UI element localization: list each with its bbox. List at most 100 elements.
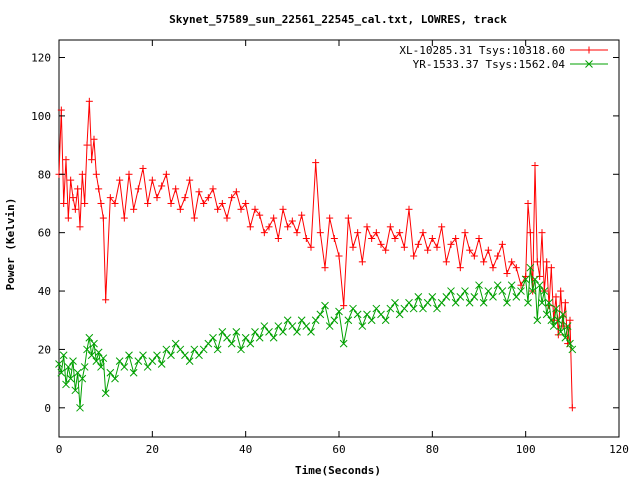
- data-point: [251, 328, 259, 336]
- data-point: [363, 223, 371, 231]
- y-axis-label: Power (Kelvin): [4, 198, 17, 291]
- data-point: [293, 229, 301, 237]
- data-point: [533, 258, 541, 266]
- data-point: [251, 205, 259, 213]
- data-point: [80, 363, 89, 371]
- data-point: [340, 302, 348, 310]
- data-point: [517, 287, 525, 295]
- data-point: [535, 281, 544, 290]
- data-point: [311, 316, 320, 325]
- data-point: [386, 223, 394, 231]
- data-point: [410, 252, 418, 260]
- data-point: [461, 229, 469, 237]
- data-point: [493, 281, 502, 290]
- data-point: [437, 298, 446, 307]
- x-tick-label: 80: [426, 443, 439, 456]
- plot-frame: [58, 39, 620, 438]
- series-line-1: [58, 267, 573, 408]
- data-point: [139, 164, 147, 172]
- data-point: [531, 162, 539, 170]
- data-point: [92, 170, 100, 178]
- data-point: [344, 316, 353, 325]
- data-point: [90, 339, 98, 348]
- data-point: [475, 235, 483, 242]
- data-point: [76, 403, 84, 412]
- data-point: [554, 316, 563, 325]
- data-point: [354, 229, 362, 237]
- data-point: [512, 293, 521, 301]
- data-point: [428, 235, 436, 242]
- data-point: [475, 281, 483, 290]
- data-point: [283, 316, 292, 325]
- data-point: [111, 374, 119, 383]
- x-axis-label: Time(Seconds): [295, 464, 381, 477]
- data-point: [288, 322, 297, 330]
- data-point: [288, 217, 296, 225]
- data-point: [508, 258, 516, 266]
- data-point: [307, 328, 315, 336]
- data-point: [64, 214, 72, 222]
- data-point: [190, 214, 198, 222]
- data-point: [563, 322, 572, 330]
- data-point: [181, 351, 189, 360]
- data-point: [181, 194, 189, 202]
- x-tick-label: 0: [56, 443, 63, 456]
- x-tick-label: 40: [239, 443, 252, 456]
- data-point: [484, 287, 493, 295]
- data-point: [162, 345, 171, 354]
- data-point: [372, 229, 380, 237]
- data-point: [396, 229, 404, 237]
- data-point: [559, 310, 567, 319]
- data-point: [227, 339, 236, 348]
- data-point: [526, 229, 534, 237]
- data-point: [363, 310, 371, 319]
- data-point: [92, 357, 101, 365]
- data-point: [433, 304, 441, 313]
- data-point: [218, 328, 227, 336]
- data-point: [232, 328, 241, 336]
- data-point: [545, 298, 553, 307]
- data-point: [559, 322, 567, 330]
- data-point: [265, 328, 273, 336]
- data-point: [81, 199, 89, 207]
- data-point: [442, 258, 450, 266]
- data-point: [302, 322, 311, 330]
- data-point: [321, 264, 329, 272]
- data-point: [102, 296, 110, 304]
- data-point: [237, 205, 245, 213]
- data-point: [335, 307, 343, 316]
- series-line-0: [58, 101, 573, 408]
- data-point: [353, 310, 362, 319]
- data-point: [556, 328, 565, 336]
- x-tick-label: 60: [332, 443, 345, 456]
- data-point: [176, 345, 185, 354]
- x-tick-label: 20: [146, 443, 159, 456]
- data-point: [381, 316, 390, 325]
- data-point: [195, 188, 203, 196]
- data-point: [171, 339, 180, 348]
- data-point: [57, 368, 66, 377]
- data-point: [232, 188, 240, 196]
- data-point: [78, 170, 86, 178]
- data-point: [66, 374, 75, 383]
- data-point: [405, 298, 413, 307]
- data-point: [325, 322, 334, 330]
- data-point: [153, 194, 161, 202]
- data-point: [167, 199, 175, 207]
- data-point: [335, 252, 343, 260]
- data-point: [139, 351, 147, 360]
- data-point: [568, 404, 576, 412]
- data-point: [279, 328, 287, 336]
- data-point: [85, 97, 93, 105]
- data-point: [557, 287, 565, 295]
- data-point: [265, 223, 273, 231]
- data-point: [209, 185, 217, 193]
- y-tick-label: 100: [31, 110, 51, 123]
- data-point: [409, 304, 418, 313]
- data-point: [120, 363, 129, 371]
- data-point: [419, 229, 427, 237]
- data-point: [153, 351, 161, 360]
- data-point: [115, 357, 124, 365]
- data-point: [90, 135, 98, 143]
